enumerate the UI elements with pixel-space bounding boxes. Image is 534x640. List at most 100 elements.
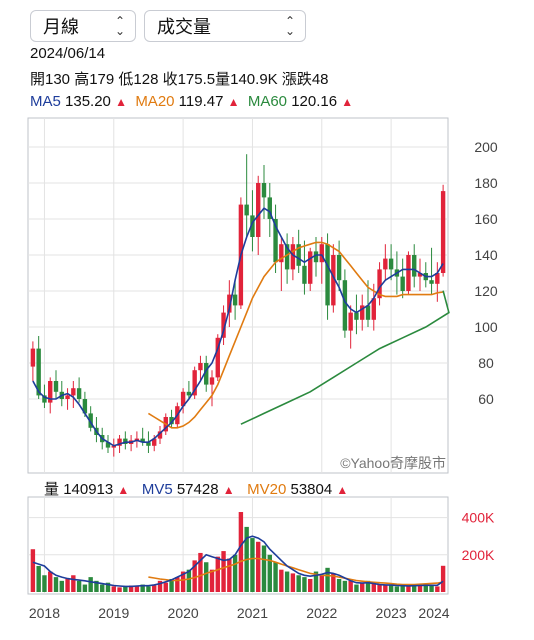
volume-bar xyxy=(365,580,371,592)
candle-body xyxy=(146,442,151,446)
volume-bar xyxy=(284,571,290,592)
candle-body xyxy=(290,244,296,270)
volume-bar xyxy=(423,583,428,592)
up-arrow-icon: ▲ xyxy=(222,483,235,497)
up-arrow-icon: ▲ xyxy=(336,483,349,497)
candle-body xyxy=(267,197,272,219)
volume-bar xyxy=(169,578,174,592)
volume-bar xyxy=(100,584,105,592)
candle-body xyxy=(429,280,434,284)
candle-body xyxy=(400,276,405,291)
volume-bar xyxy=(296,575,301,592)
candle-body xyxy=(117,438,122,446)
volume-bar xyxy=(354,584,359,592)
volume-bar xyxy=(123,586,128,592)
volume-bar xyxy=(36,565,41,592)
volume-bar xyxy=(279,569,284,592)
period-select[interactable]: 月線 ⌃ ⌄ xyxy=(30,10,136,42)
date-label: 2024/06/14 xyxy=(30,45,105,62)
volume-tick-label: 200K xyxy=(462,547,495,563)
volume-bar xyxy=(377,584,382,592)
price-tick-label: 140 xyxy=(474,247,498,263)
candle-body xyxy=(273,219,278,263)
price-tick-label: 200 xyxy=(474,139,498,155)
vol-value: 140913 xyxy=(63,481,114,498)
volume-bar xyxy=(30,549,36,592)
volume-bar xyxy=(152,585,157,592)
indicator-select[interactable]: 成交量 ⌃ ⌄ xyxy=(144,10,306,42)
candle-body xyxy=(296,244,301,266)
volume-bar xyxy=(290,573,296,592)
volume-bar xyxy=(440,565,446,592)
candle-body xyxy=(377,269,382,299)
ma60-label: MA60 xyxy=(247,93,288,110)
x-tick-label: 2019 xyxy=(98,605,129,621)
volume-bar xyxy=(105,582,111,592)
candle-body xyxy=(198,363,203,371)
ma60-line xyxy=(240,290,450,425)
candle-body xyxy=(325,244,330,306)
volume-bar xyxy=(336,578,342,592)
volume-bar xyxy=(267,554,272,592)
candle-body xyxy=(371,298,376,320)
candle-body xyxy=(279,244,284,263)
candle-body xyxy=(348,312,353,331)
volume-bar xyxy=(417,584,423,592)
ma5-value: 135.20 xyxy=(65,93,111,110)
candle-body xyxy=(82,399,88,414)
candle-body xyxy=(180,391,186,407)
volume-bar xyxy=(273,562,278,592)
volume-bar xyxy=(308,578,313,592)
mv20-label: MV20 xyxy=(247,481,287,498)
candle-body xyxy=(157,431,163,439)
volume-bar xyxy=(204,562,209,592)
candle-body xyxy=(111,445,116,448)
ohlc-text: 開130 高179 低128 收175.5量140.9K 漲跌48 xyxy=(30,71,329,88)
volume-bar xyxy=(186,569,192,592)
candle-body xyxy=(204,363,209,385)
volume-bar xyxy=(429,585,434,592)
volume-bar xyxy=(331,573,336,592)
candle-body xyxy=(354,312,359,320)
candle-body xyxy=(308,251,313,284)
price-tick-label: 120 xyxy=(474,283,498,299)
candle-body xyxy=(388,258,394,270)
candle-body xyxy=(53,381,59,392)
x-tick-label: 2018 xyxy=(29,605,60,621)
volume-bar xyxy=(400,585,405,592)
candle-body xyxy=(209,377,215,385)
candle-body xyxy=(261,183,267,198)
ma20-line xyxy=(147,241,444,429)
x-tick-label: 2022 xyxy=(306,605,337,621)
candle-body xyxy=(42,395,47,403)
candle-body xyxy=(76,388,82,399)
up-arrow-icon: ▲ xyxy=(341,95,354,109)
volume-bar xyxy=(94,580,99,592)
volume-bar xyxy=(209,569,215,592)
volume-bar xyxy=(76,580,82,592)
candle-body xyxy=(383,258,388,270)
candle-body xyxy=(440,191,446,273)
date-text: 2024/06/14 xyxy=(30,45,106,62)
candle-body xyxy=(256,183,261,237)
candle-body xyxy=(417,273,423,277)
volume-bar xyxy=(388,584,394,592)
price-tick-label: 60 xyxy=(478,391,494,407)
candle-body xyxy=(284,244,290,270)
price-tick-label: 80 xyxy=(478,355,494,371)
candle-body xyxy=(435,273,440,284)
volume-bar xyxy=(192,560,197,592)
volume-bar xyxy=(198,552,203,592)
candle-body xyxy=(221,312,226,338)
volume-bar xyxy=(394,586,400,592)
mv5-label: MV5 xyxy=(141,481,173,498)
volume-bar xyxy=(342,580,348,592)
indicator-select-label: 成交量 xyxy=(157,17,211,37)
x-tick-label: 2021 xyxy=(237,605,268,621)
candle-body xyxy=(244,204,249,216)
volume-bar xyxy=(221,551,226,592)
candle-body xyxy=(342,280,348,331)
candle-body xyxy=(302,265,307,284)
